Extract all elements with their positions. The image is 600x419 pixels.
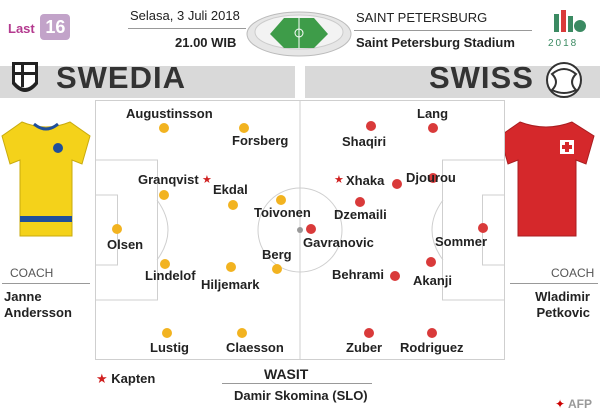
stadium-icon — [246, 11, 352, 57]
football-pitch — [95, 100, 505, 360]
team-name-left: SWEDIA — [56, 60, 186, 95]
player-marker — [112, 224, 122, 234]
coach-name-right-line1: Wladimir — [535, 289, 590, 304]
player-name: Olsen — [107, 237, 144, 252]
referee-name: Damir Skomina (SLO) — [234, 388, 368, 403]
player-marker — [159, 190, 169, 200]
divider — [354, 30, 532, 31]
player-name: Djourou — [406, 170, 456, 185]
player-name: Granqvist — [138, 172, 199, 187]
player-name: Toivonen — [254, 205, 311, 220]
player-marker — [228, 200, 238, 210]
player-marker — [426, 257, 436, 267]
credit-text: AFP — [567, 397, 592, 411]
player-marker — [478, 223, 488, 233]
match-city: SAINT PETERSBURG — [356, 10, 488, 25]
coach-name-left: Janne Andersson — [4, 289, 72, 321]
sweden-jersey-icon — [1, 121, 91, 237]
player-name: Dzemaili — [334, 207, 387, 222]
player-name: Hiljemark — [201, 277, 260, 292]
player-name: Lindelof — [145, 268, 196, 283]
player-name: Claesson — [226, 340, 284, 355]
captain-star-icon: ★ — [202, 174, 212, 186]
captain-legend: ★ Kapten — [96, 371, 155, 387]
player-marker — [306, 224, 316, 234]
player-name: Sommer — [435, 234, 488, 249]
player-name: Zuber — [346, 340, 383, 355]
divider — [222, 383, 372, 384]
player-marker — [239, 123, 249, 133]
captain-star-icon: ★ — [334, 174, 344, 186]
round-number: 16 — [40, 14, 71, 40]
player-name: Xhaka — [346, 173, 385, 188]
player-marker — [392, 179, 402, 189]
player-name: Lustig — [150, 340, 189, 355]
player-name: Forsberg — [232, 133, 289, 148]
player-marker — [428, 173, 438, 183]
player-name: Augustinsson — [126, 106, 213, 121]
player-name: Shaqiri — [342, 134, 387, 149]
player-name: Berg — [262, 247, 292, 262]
player-marker — [427, 328, 437, 338]
player-marker — [355, 197, 365, 207]
player-name: Lang — [417, 106, 449, 121]
credit-logo: ✦ AFP — [555, 397, 592, 411]
player-marker — [237, 328, 247, 338]
team-name-right: SWISS — [429, 60, 534, 95]
player-name: Gavranovic — [303, 235, 374, 250]
coach-name-right-line2: Petkovic — [536, 305, 590, 320]
player-marker — [390, 271, 400, 281]
player-marker — [162, 328, 172, 338]
player-marker — [364, 328, 374, 338]
player-marker — [366, 121, 376, 131]
world-cup-year: 2018 — [548, 38, 579, 49]
coach-label-left: COACH — [10, 266, 54, 280]
player-name: Akanji — [413, 273, 453, 288]
match-time: 21.00 WIB — [175, 35, 237, 50]
sweden-crest-icon — [12, 62, 38, 92]
credit-icon: ✦ — [555, 397, 566, 411]
divider — [2, 283, 90, 284]
round-label: Last 16 — [8, 14, 71, 40]
round-label-text: Last — [8, 21, 35, 36]
coach-name-right: Wladimir Petkovic — [520, 289, 590, 321]
player-marker — [428, 123, 438, 133]
match-venue: Saint Petersburg Stadium — [356, 35, 515, 50]
coach-name-left-line2: Andersson — [4, 305, 72, 320]
player-name: Rodriguez — [400, 340, 464, 355]
divider — [128, 28, 246, 29]
coach-label-right: COACH — [551, 266, 595, 280]
player-marker — [276, 195, 286, 205]
player-marker — [226, 262, 236, 272]
coach-name-left-line1: Janne — [4, 289, 42, 304]
swiss-jersey-icon — [499, 121, 595, 237]
captain-legend-text: Kapten — [111, 371, 156, 386]
player-marker — [159, 123, 169, 133]
player-name: Ekdal — [213, 182, 248, 197]
player-marker — [160, 259, 170, 269]
swiss-crest-icon — [546, 62, 582, 98]
referee-label: WASIT — [264, 366, 309, 382]
captain-star-icon: ★ — [96, 371, 108, 386]
player-name: Behrami — [332, 267, 385, 282]
world-cup-logo-icon — [554, 10, 586, 32]
divider — [510, 283, 598, 284]
match-date: Selasa, 3 Juli 2018 — [130, 8, 240, 23]
player-marker — [272, 264, 282, 274]
